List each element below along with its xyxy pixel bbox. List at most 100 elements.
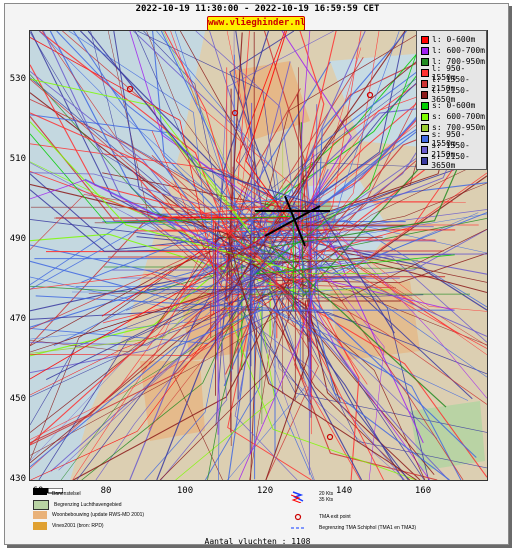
y-tick-label: 510 (9, 154, 26, 164)
flight-track (250, 261, 426, 480)
housing-area-1 (230, 61, 310, 141)
flight-track (254, 31, 455, 275)
legend-item: s: 2150-3650m (421, 152, 486, 170)
flight-track (30, 172, 215, 209)
legend-swatch (421, 123, 429, 132)
flight-track (62, 31, 245, 242)
wind-icon (291, 491, 304, 503)
flight-track (30, 170, 265, 220)
flight-track (38, 276, 366, 480)
legend-housing: Woonbebouwing (update RWS-MD 2001) (33, 511, 144, 519)
legend-tma-boundary-label: Begrenzing TMA Schiphol (TMA1 en TMA3) (319, 525, 417, 531)
flight-track (30, 112, 309, 280)
flight-track (240, 182, 487, 458)
flight-track (290, 303, 487, 469)
y-tick-label: 490 (9, 234, 26, 244)
runway (264, 205, 321, 237)
flight-track (247, 287, 487, 401)
flight-track (30, 130, 231, 396)
flight-count: Aantal vluchten : 1108 (204, 537, 311, 546)
flight-track-map[interactable] (29, 30, 488, 481)
flight-track (72, 213, 487, 293)
flight-track (30, 64, 278, 233)
legend-swatch (421, 68, 429, 77)
legend-item: l: 700-950m (421, 57, 485, 66)
legend-item: l: 2150-3650m (421, 86, 486, 104)
legend-label: s: 2150-3650m (431, 151, 470, 170)
flight-track (233, 244, 487, 354)
legend-item: s: 600-700m (421, 112, 485, 121)
flight-track (30, 291, 264, 446)
x-tick-label: 160 (414, 486, 432, 496)
legend-runway: Banenstelsel (33, 490, 81, 498)
housing-area-3 (140, 361, 205, 441)
legend-label: l: 2150-3650m (431, 85, 470, 104)
flight-track (271, 252, 487, 475)
legend-label: s: 0-600m (432, 101, 476, 110)
legend-label: l: 950-1550m (431, 63, 466, 82)
altitude-legend: l: 0-600m l: 600-700m l: 700-950m l: 950-15… (416, 30, 487, 170)
legend-swatch (421, 145, 429, 154)
flight-track (113, 31, 251, 454)
flight-track (179, 31, 255, 433)
flight-track (30, 32, 271, 311)
flight-track (101, 31, 286, 317)
flight-track (294, 229, 487, 284)
flight-track (30, 114, 322, 236)
runway-icon (33, 493, 47, 495)
legend-housing-label: Woonbebouwing (update RWS-MD 2001) (52, 512, 145, 518)
flight-track (164, 31, 244, 240)
flight-track (30, 67, 299, 353)
flight-track (35, 295, 462, 480)
flight-track (230, 31, 454, 295)
flight-track (38, 31, 236, 253)
flight-track (81, 212, 487, 283)
flight-track (222, 254, 487, 433)
flight-track (226, 233, 417, 480)
flight-track (30, 92, 341, 402)
legend-tma-boundary: Begrenzing TMA Schiphol (TMA1 en TMA3) (291, 524, 416, 532)
housing-swatch (33, 511, 47, 519)
legend-label: l: 700-950m (432, 57, 485, 66)
tma-exit-point (231, 109, 239, 117)
legend-label: s: 1550-2150m (431, 140, 470, 159)
legend-item: s: 1550-2150m (421, 141, 486, 159)
tma-exit-point (126, 85, 134, 93)
legend-label: l: 1550-2150m (431, 74, 470, 93)
site-link[interactable]: www.vlieghinder.nl (207, 16, 306, 31)
flight-track (294, 276, 361, 480)
runway (284, 195, 306, 247)
x-tick-label: 140 (335, 486, 353, 496)
legend-swatch (421, 134, 429, 143)
time-range-title: 2022-10-19 11:30:00 - 2022-10-19 16:59:5… (135, 4, 380, 14)
flight-track (256, 219, 487, 308)
flight-track (160, 245, 228, 480)
tma-exit-point (366, 91, 374, 99)
flight-track (30, 267, 239, 400)
flight-track (60, 305, 263, 480)
vinex-swatch (33, 522, 47, 530)
flight-track (30, 47, 362, 440)
flight-track (146, 289, 363, 480)
airport-boundary-swatch (33, 500, 49, 510)
flight-track (254, 250, 487, 302)
tma-boundary-icon (291, 527, 305, 529)
flight-track (30, 243, 266, 353)
flight-track (30, 161, 382, 274)
flight-track (30, 229, 235, 445)
flight-track (30, 255, 278, 330)
flight-track (263, 31, 446, 278)
tma-exit-icon (294, 513, 302, 521)
legend-wind: 20 Kts 35 Kts (291, 491, 333, 503)
flight-track (135, 31, 251, 235)
y-tick-label: 430 (9, 474, 26, 484)
flight-track (30, 222, 242, 461)
legend-swatch (421, 112, 429, 121)
legend-item: s: 0-600m (421, 101, 475, 110)
flight-track (224, 228, 487, 301)
flight-track (30, 37, 215, 275)
legend-label: s: 700-950m (432, 123, 485, 132)
legend-tma-exit-label: TMA exit point (319, 514, 351, 520)
legend-label: s: 600-700m (432, 112, 485, 121)
legend-swatch (421, 46, 429, 55)
